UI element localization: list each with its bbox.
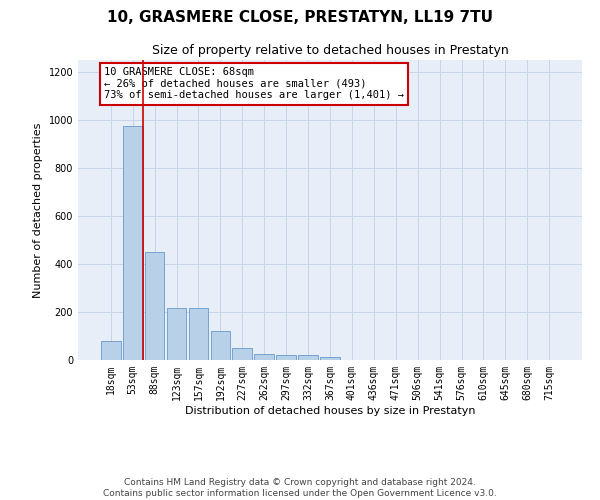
Bar <box>167 308 187 360</box>
Bar <box>211 331 230 360</box>
Bar <box>232 348 252 360</box>
Bar <box>320 357 340 360</box>
Y-axis label: Number of detached properties: Number of detached properties <box>33 122 43 298</box>
Title: Size of property relative to detached houses in Prestatyn: Size of property relative to detached ho… <box>152 44 508 58</box>
Bar <box>145 252 164 360</box>
X-axis label: Distribution of detached houses by size in Prestatyn: Distribution of detached houses by size … <box>185 406 475 415</box>
Bar <box>254 354 274 360</box>
Bar <box>188 308 208 360</box>
Text: Contains HM Land Registry data © Crown copyright and database right 2024.
Contai: Contains HM Land Registry data © Crown c… <box>103 478 497 498</box>
Bar <box>276 354 296 360</box>
Text: 10, GRASMERE CLOSE, PRESTATYN, LL19 7TU: 10, GRASMERE CLOSE, PRESTATYN, LL19 7TU <box>107 10 493 25</box>
Text: 10 GRASMERE CLOSE: 68sqm
← 26% of detached houses are smaller (493)
73% of semi-: 10 GRASMERE CLOSE: 68sqm ← 26% of detach… <box>104 67 404 100</box>
Bar <box>123 126 143 360</box>
Bar <box>101 341 121 360</box>
Bar <box>298 355 318 360</box>
